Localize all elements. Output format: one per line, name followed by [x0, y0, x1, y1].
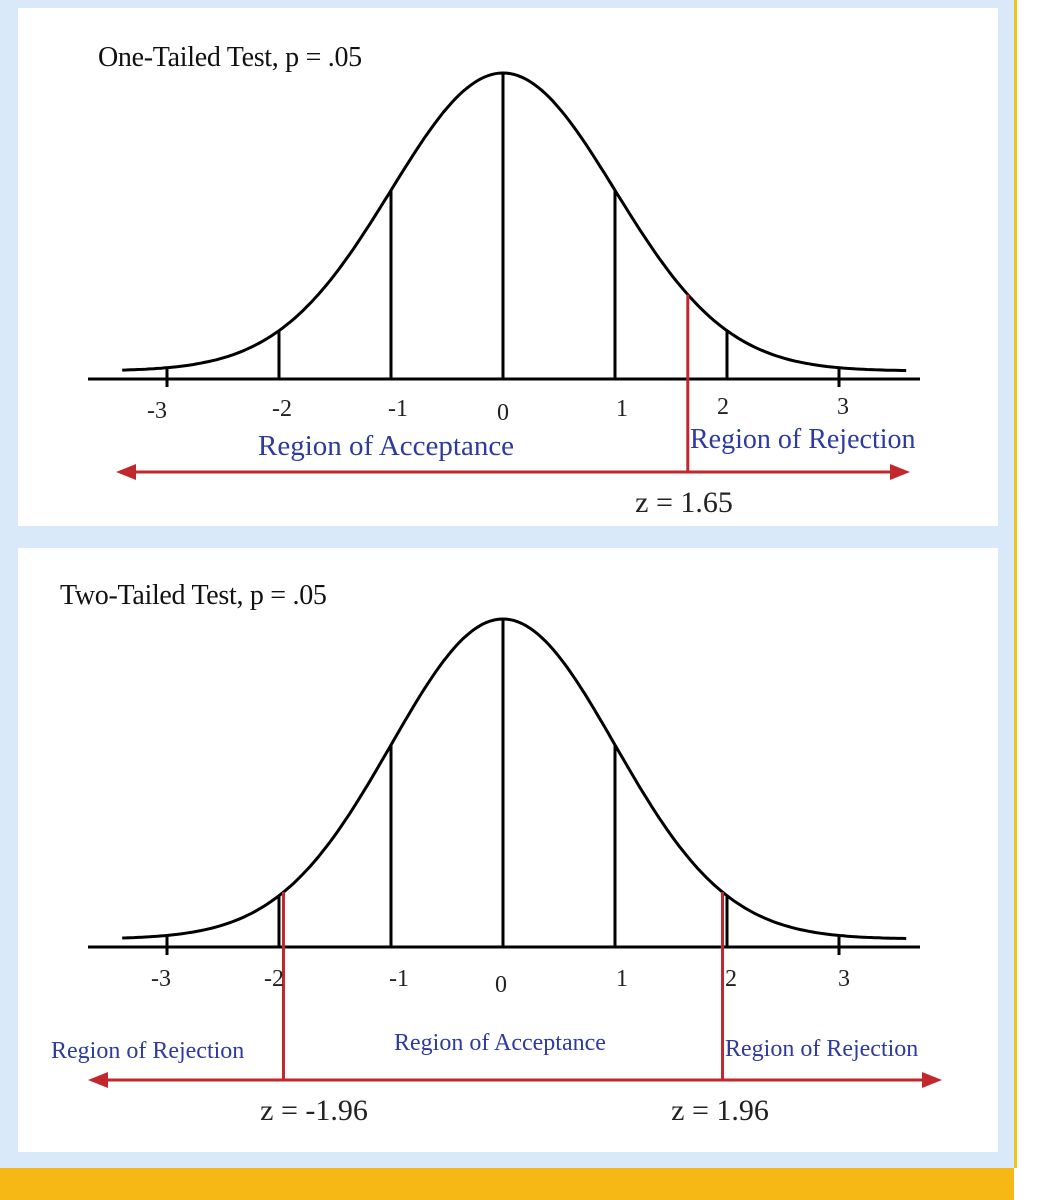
critical-z-label: z = 1.65	[635, 486, 733, 519]
right-arrowhead	[890, 464, 910, 480]
tick-label-neg1: -1	[388, 396, 408, 422]
one-tailed-diagram	[88, 71, 920, 480]
tick-label-2: 2	[717, 394, 729, 420]
left-rejection-region-label: Region of Rejection	[51, 1038, 245, 1064]
tick-label-0: 0	[495, 972, 507, 998]
tick-label-3: 3	[837, 394, 849, 420]
acceptance-region-label: Region of Acceptance	[258, 430, 515, 462]
sd-lines	[277, 73, 729, 379]
rejection-region-label: Region of Rejection	[690, 424, 916, 455]
two-tailed-panel: Two-Tailed Test, p = .05 -3 -2 -1 0 1 2 …	[18, 548, 998, 1152]
tick-label-neg1: -1	[389, 966, 409, 992]
two-tailed-title: Two-Tailed Test, p = .05	[60, 580, 327, 611]
two-tailed-diagram	[88, 617, 942, 1088]
one-tailed-panel: One-Tailed Test, p = .05 -3 -2 -1 0 1 2 …	[18, 8, 998, 526]
tick-label-0: 0	[497, 400, 509, 426]
right-critical-z-label: z = 1.96	[671, 1094, 769, 1127]
right-accent-rule	[1014, 0, 1017, 1168]
left-critical-z-label: z = -1.96	[260, 1094, 368, 1127]
tick-label-neg3: -3	[147, 398, 167, 424]
tick-label-neg2: -2	[264, 966, 284, 992]
tick-label-1: 1	[616, 396, 628, 422]
tick-label-neg3: -3	[151, 966, 171, 992]
right-rejection-region-label: Region of Rejection	[725, 1036, 919, 1062]
sd-lines	[277, 619, 729, 947]
tick-marks	[165, 367, 841, 387]
one-tailed-title: One-Tailed Test, p = .05	[98, 42, 362, 73]
tick-label-3: 3	[838, 966, 850, 992]
tick-marks	[165, 935, 841, 955]
left-arrowhead	[88, 1072, 108, 1088]
normal-curve	[122, 617, 907, 940]
bottom-accent-band	[0, 1168, 1014, 1200]
tick-label-1: 1	[616, 966, 628, 992]
left-arrowhead	[116, 464, 136, 480]
critical-lines	[281, 892, 725, 1080]
normal-curve	[122, 71, 907, 372]
tick-label-2: 2	[725, 966, 737, 992]
acceptance-region-label: Region of Acceptance	[394, 1030, 606, 1056]
tick-label-neg2: -2	[272, 396, 292, 422]
right-arrowhead	[922, 1072, 942, 1088]
